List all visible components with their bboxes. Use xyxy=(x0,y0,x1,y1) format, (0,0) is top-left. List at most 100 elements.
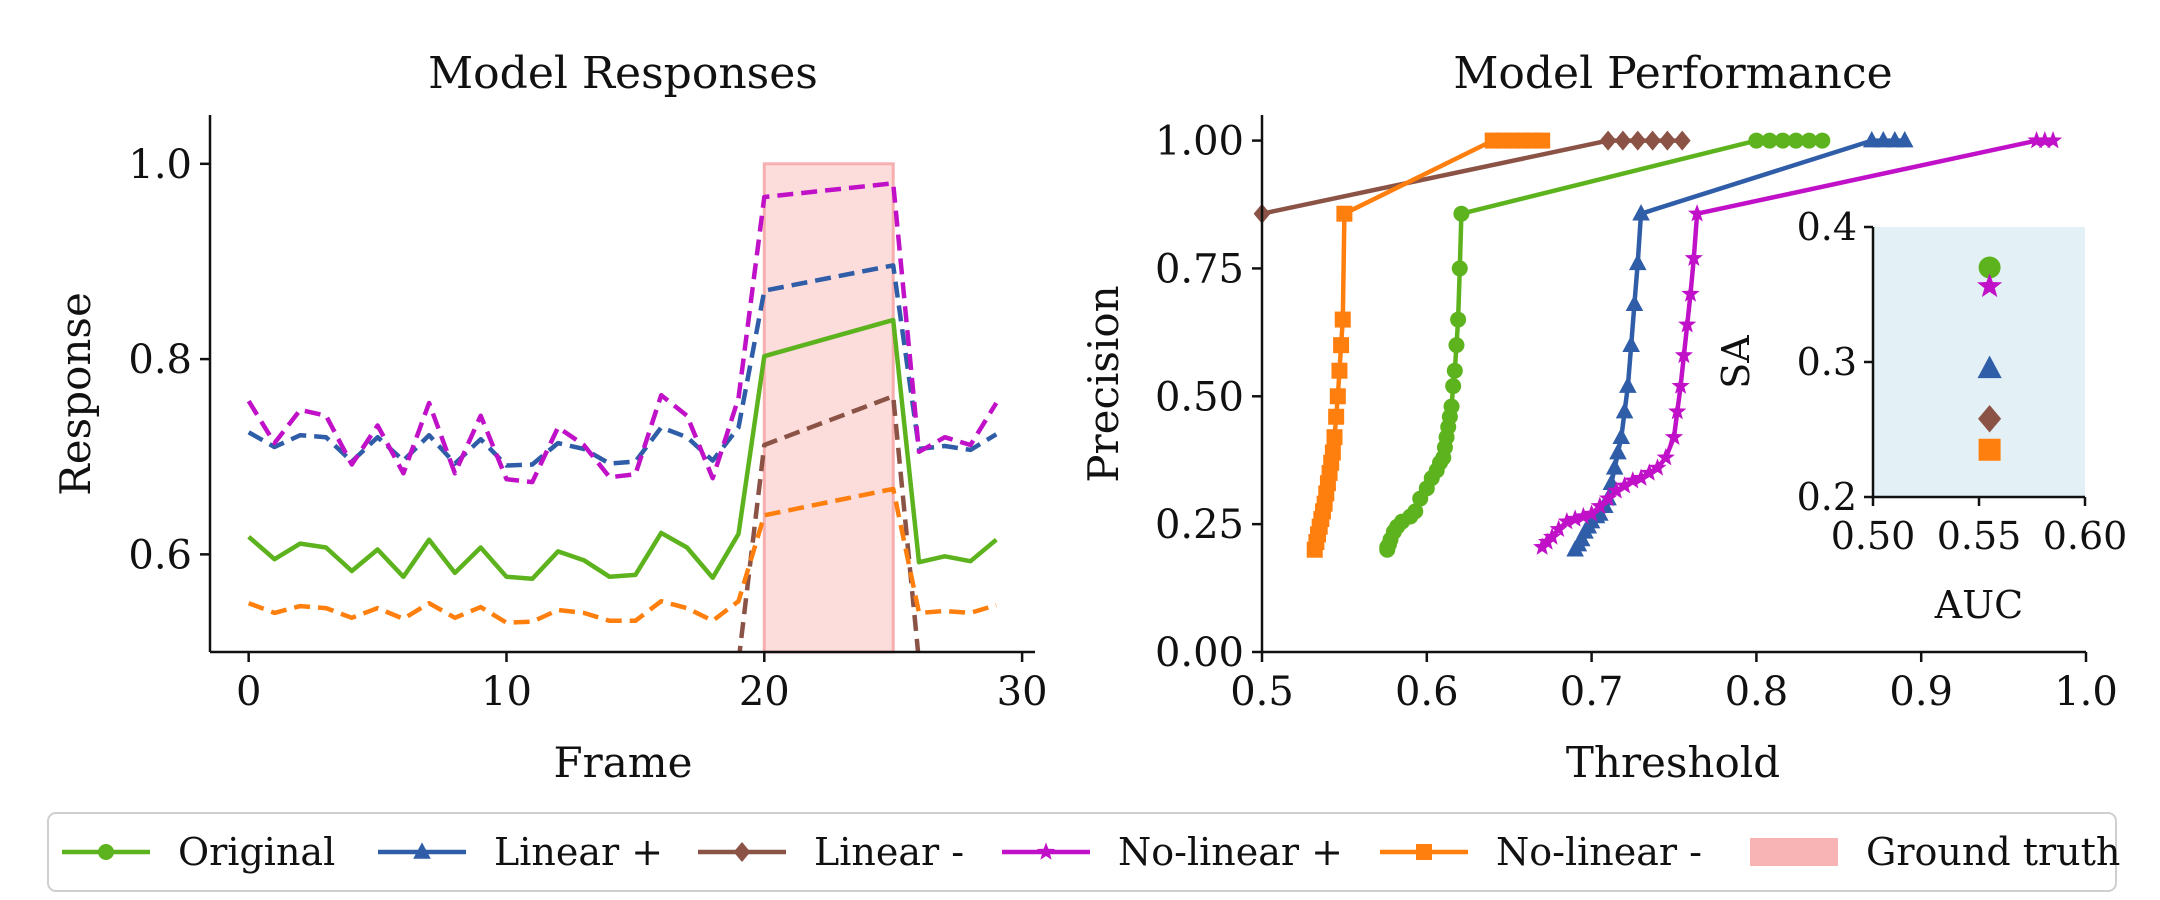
left-y-tick-label: 1.0 xyxy=(128,142,192,188)
right-point-nonlinear-plus xyxy=(1537,532,1557,550)
right-point-nonlinear-plus xyxy=(1678,315,1697,333)
right-point-original xyxy=(1448,337,1465,354)
right-point-original xyxy=(1761,132,1778,149)
right-point-linear-plus xyxy=(1625,294,1644,312)
right-point-original xyxy=(1446,362,1463,379)
right-point-linear-minus xyxy=(1644,130,1661,151)
right-x-tick-label: 0.5 xyxy=(1230,669,1294,715)
right-x-tick-label: 0.7 xyxy=(1560,669,1624,715)
right-point-nonlinear-minus xyxy=(1336,205,1353,222)
legend-label: No-linear - xyxy=(1496,830,1702,874)
right-point-linear-plus xyxy=(1628,253,1647,271)
inset-points xyxy=(1977,256,2003,461)
right-point-nonlinear-plus xyxy=(1557,511,1577,530)
right-point-linear-plus xyxy=(1622,335,1640,352)
right-point-nonlinear-plus xyxy=(1607,481,1626,499)
right-y-tick-label: 0.50 xyxy=(1155,374,1244,420)
right-point-nonlinear-plus xyxy=(1656,448,1675,466)
right-point-nonlinear-plus xyxy=(1590,496,1609,515)
left-chart-title: Model Responses xyxy=(428,48,818,99)
right-y-axis-label: Precision xyxy=(1079,285,1128,482)
right-x-axis-label: Threshold xyxy=(1566,738,1780,787)
left-x-tick-label: 0 xyxy=(236,669,261,715)
left-x-tick-label: 30 xyxy=(997,669,1048,715)
right-point-original xyxy=(1774,132,1791,149)
right-point-nonlinear-plus xyxy=(1574,506,1593,525)
right-point-linear-plus xyxy=(1632,204,1650,221)
right-point-nonlinear-minus xyxy=(1329,388,1346,405)
right-point-nonlinear-plus xyxy=(1687,204,1707,222)
right-point-nonlinear-plus xyxy=(1533,537,1552,555)
right-point-nonlinear-plus xyxy=(2027,130,2046,149)
right-point-nonlinear-plus xyxy=(1648,458,1667,476)
right-point-linear-plus xyxy=(1605,458,1624,475)
right-y-tick-label: 0.75 xyxy=(1155,246,1244,292)
left-series-lines xyxy=(246,181,999,652)
left-line-original xyxy=(247,317,998,582)
right-point-original xyxy=(1407,503,1424,520)
left-y-tick-label: 0.8 xyxy=(128,337,192,383)
left-x-tick-label: 10 xyxy=(481,669,532,715)
right-point-linear-minus xyxy=(1599,130,1617,151)
inset-x-axis-label: AUC xyxy=(1934,583,2024,627)
legend-item-nonlinear-minus: No-linear - xyxy=(1380,830,1702,874)
right-point-nonlinear-plus xyxy=(2043,130,2063,149)
legend-item-linear-plus: Linear + xyxy=(378,830,663,874)
right-point-linear-minus xyxy=(1614,130,1632,151)
legend-marker xyxy=(1416,844,1432,860)
inset-axes: 0.50 0.55 0.60 0.2 0.3 0.4 xyxy=(1797,205,2128,558)
right-y-tick-label: 1.00 xyxy=(1155,119,1244,165)
right-point-nonlinear-plus xyxy=(1542,527,1562,545)
right-point-original xyxy=(1443,398,1460,415)
right-series-lines xyxy=(1253,130,2063,558)
legend-item-nonlinear-plus: No-linear + xyxy=(1002,830,1343,874)
model-responses-panel: Model Responses Frame Response 0 10 20 30 0.… xyxy=(51,48,1048,787)
left-line-nonlinear-plus xyxy=(246,181,999,485)
inset-point-nonlinear-plus xyxy=(1977,273,2003,298)
right-point-linear-plus xyxy=(1862,130,1881,148)
right-point-linear-plus xyxy=(1615,402,1634,419)
legend-item-original: Original xyxy=(62,830,335,874)
model-performance-panel: Model Performance Threshold Precision 0.… xyxy=(1079,48,2118,787)
right-y-tick-label: 0.25 xyxy=(1155,502,1244,548)
left-line-nonlinear-minus xyxy=(247,486,997,625)
right-point-original xyxy=(1801,132,1818,149)
inset-y-tick-label: 0.2 xyxy=(1797,475,1857,519)
inset-point-linear-minus xyxy=(1978,404,2002,433)
legend-label: Linear - xyxy=(814,830,964,874)
right-point-nonlinear-plus xyxy=(1598,488,1618,507)
right-point-nonlinear-plus xyxy=(1664,427,1684,445)
ground-truth-region xyxy=(762,162,895,654)
inset-x-tick-label: 0.50 xyxy=(1831,514,1916,558)
inset-point-nonlinear-minus xyxy=(1978,438,2001,461)
left-x-axis-label: Frame xyxy=(554,738,693,787)
right-point-nonlinear-minus xyxy=(1324,444,1341,461)
legend-marker xyxy=(98,844,114,860)
right-point-nonlinear-plus xyxy=(1684,248,1703,266)
right-point-linear-minus xyxy=(1673,130,1691,151)
right-point-nonlinear-minus xyxy=(1534,132,1551,149)
right-x-tick-label: 1.0 xyxy=(2054,669,2118,715)
right-point-original xyxy=(1748,132,1765,149)
right-point-nonlinear-plus xyxy=(1631,468,1651,486)
right-x-tick-label: 0.8 xyxy=(1725,669,1789,715)
right-point-linear-plus xyxy=(1874,130,1893,148)
legend-item-linear-minus: Linear - xyxy=(698,830,964,874)
inset-y-axis-label: SA xyxy=(1714,335,1758,389)
right-point-original xyxy=(1450,311,1467,328)
right-point-original xyxy=(1451,260,1468,277)
left-y-tick-label: 0.6 xyxy=(128,532,192,578)
right-point-linear-plus xyxy=(1619,376,1637,393)
right-point-nonlinear-minus xyxy=(1331,362,1348,379)
right-point-nonlinear-plus xyxy=(2035,130,2054,149)
legend-marker xyxy=(413,842,431,859)
legend-label: No-linear + xyxy=(1118,830,1343,874)
inset-x-tick-label: 0.55 xyxy=(1937,514,2022,558)
inset-y-tick-label: 0.4 xyxy=(1797,205,1857,249)
inset-point-linear-plus xyxy=(1977,355,2002,379)
legend-marker xyxy=(733,842,751,862)
legend-label: Original xyxy=(178,830,335,874)
right-point-original xyxy=(1445,378,1462,395)
right-point-linear-minus xyxy=(1629,130,1647,151)
